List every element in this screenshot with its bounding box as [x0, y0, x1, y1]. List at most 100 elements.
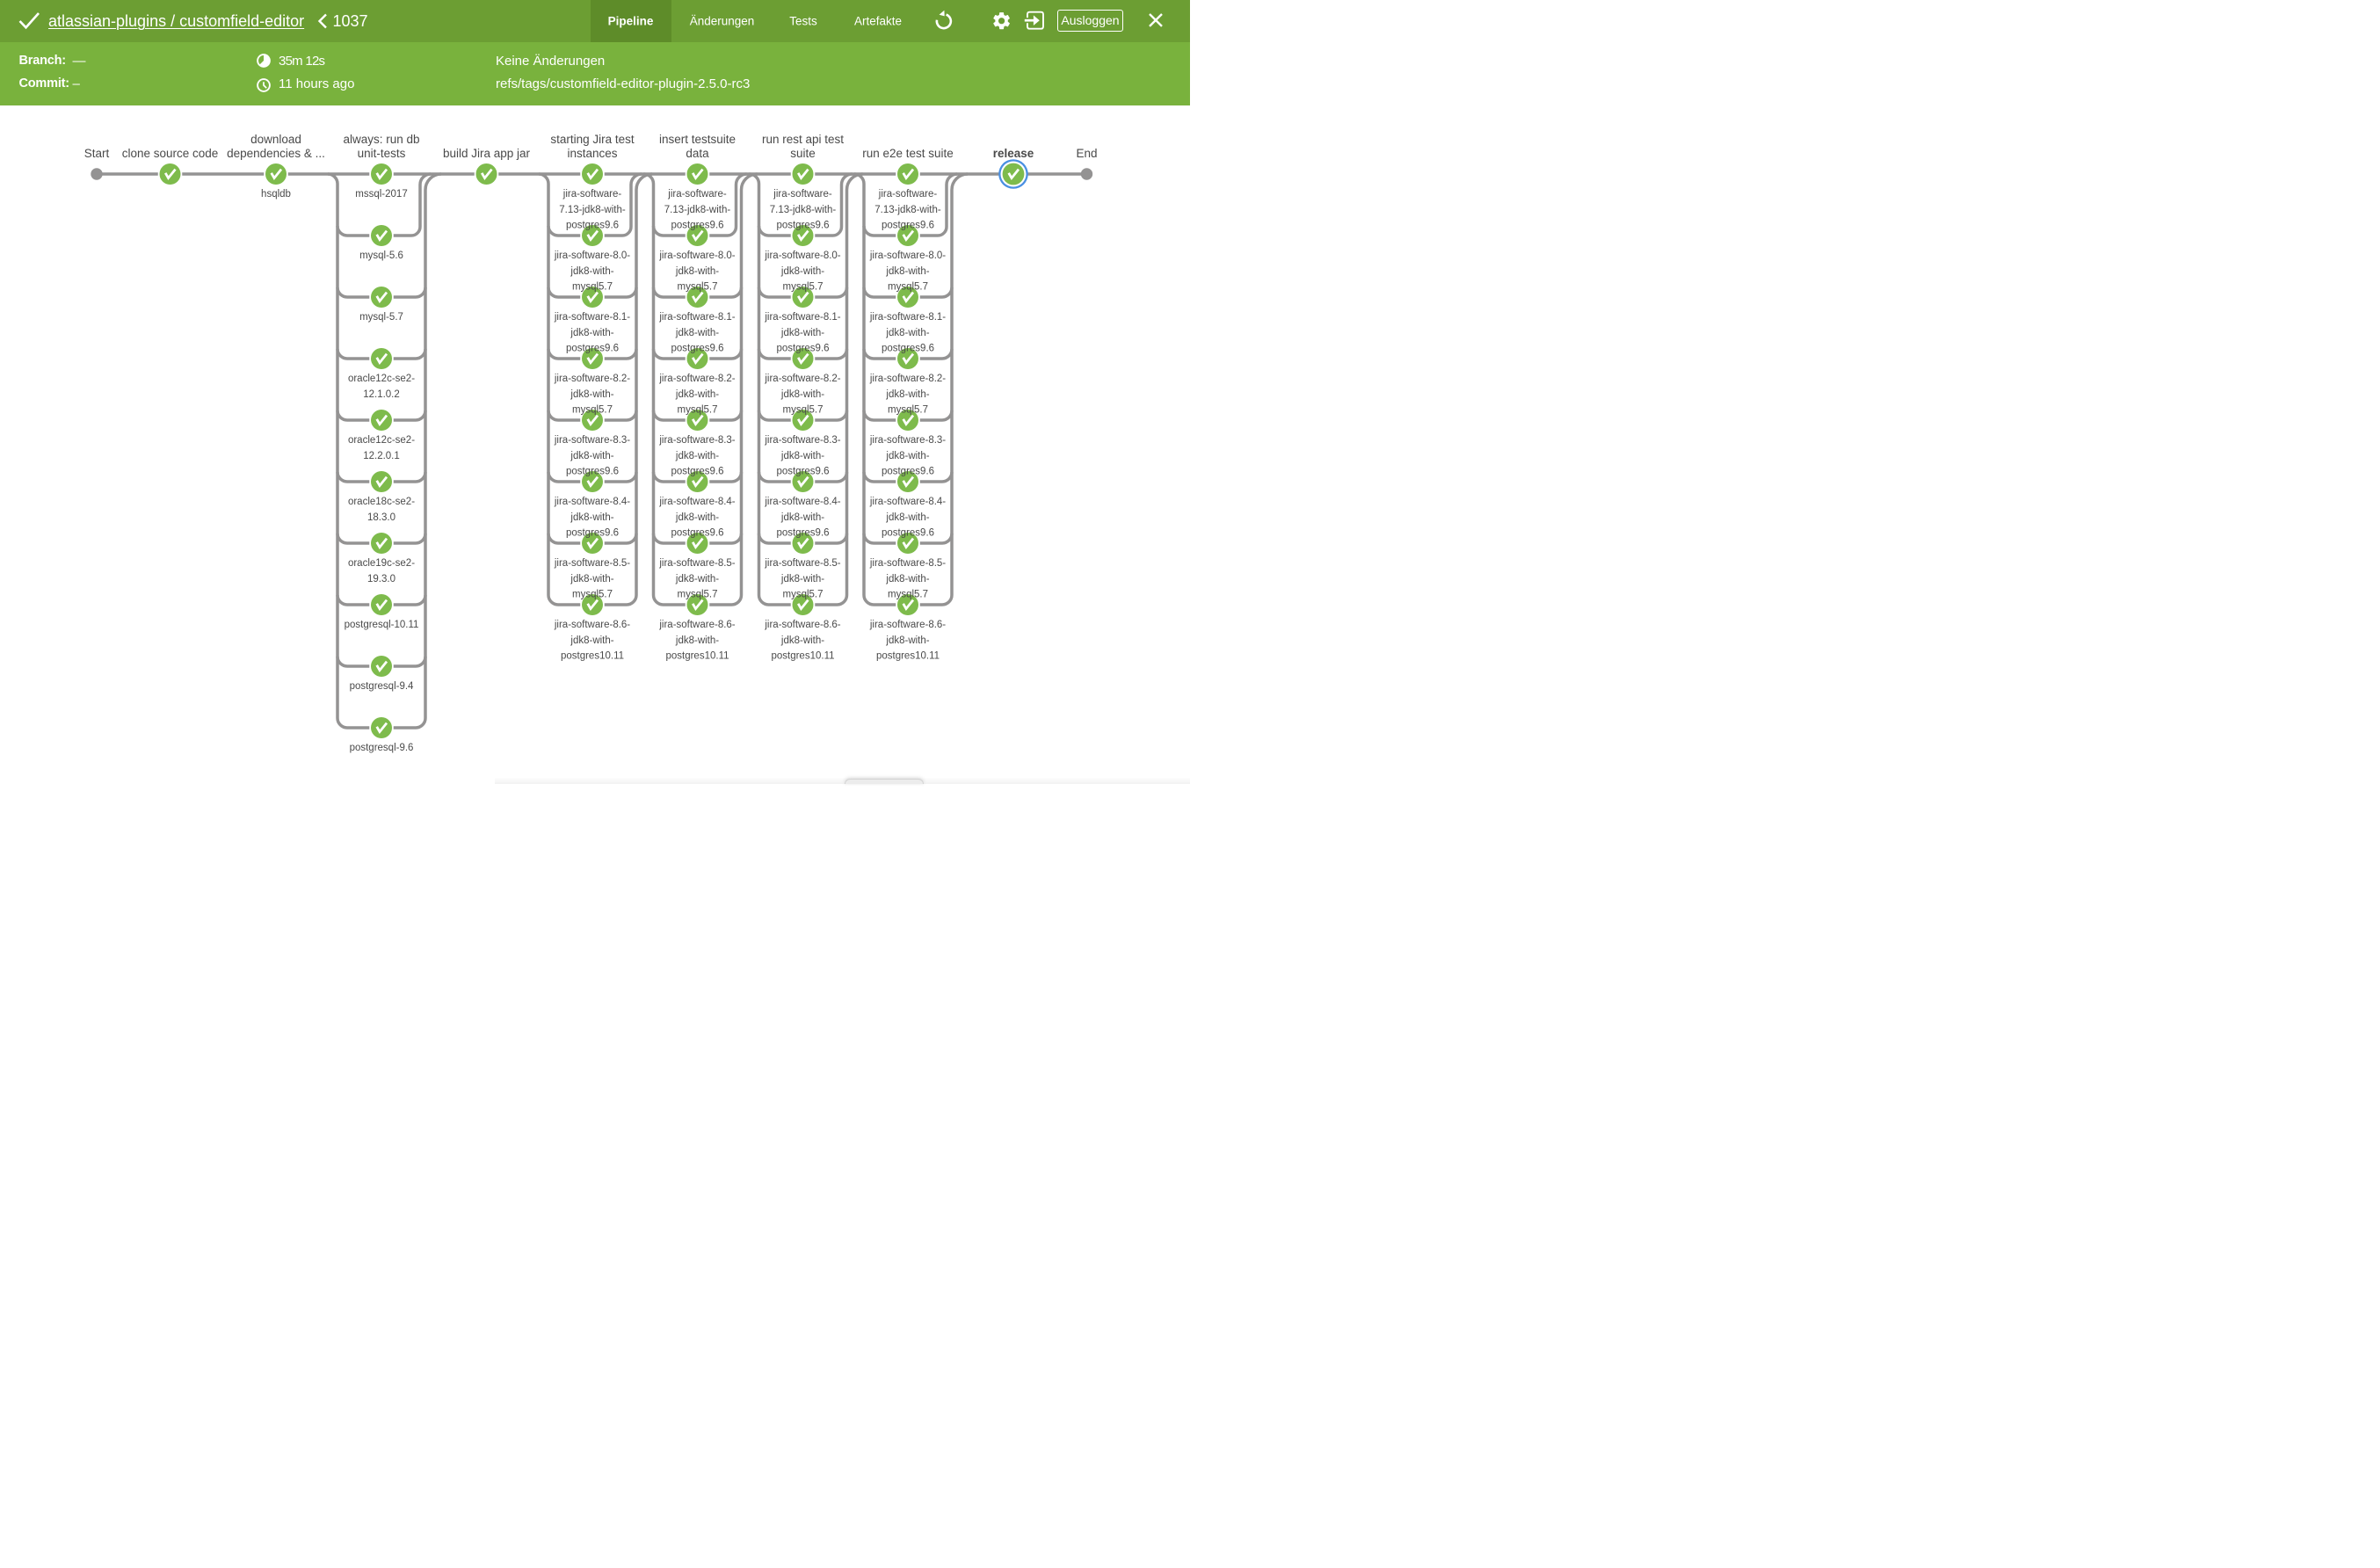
- svg-text:jdk8-with-: jdk8-with-: [570, 574, 613, 584]
- svg-text:jira-software-8.1-: jira-software-8.1-: [554, 312, 630, 323]
- svg-text:jira-software-8.6-: jira-software-8.6-: [554, 620, 630, 630]
- svg-text:mysql5.7: mysql5.7: [572, 405, 613, 416]
- svg-text:jdk8-with-: jdk8-with-: [675, 389, 719, 400]
- svg-text:jira-software-8.0-: jira-software-8.0-: [658, 250, 735, 261]
- svg-text:jdk8-with-: jdk8-with-: [780, 266, 824, 277]
- svg-text:postgres9.6: postgres9.6: [671, 221, 723, 231]
- svg-text:postgres9.6: postgres9.6: [776, 221, 829, 231]
- svg-text:jira-software-8.3-: jira-software-8.3-: [869, 435, 946, 446]
- svg-text:mysql-5.7: mysql-5.7: [359, 312, 403, 323]
- svg-text:oracle19c-se2-: oracle19c-se2-: [348, 558, 415, 569]
- svg-text:mysql5.7: mysql5.7: [888, 590, 928, 600]
- svg-text:postgres9.6: postgres9.6: [776, 467, 829, 477]
- svg-text:jdk8-with-: jdk8-with-: [570, 266, 613, 277]
- svg-text:mysql5.7: mysql5.7: [782, 282, 823, 293]
- svg-text:jdk8-with-: jdk8-with-: [885, 389, 929, 400]
- svg-text:postgres9.6: postgres9.6: [566, 528, 619, 539]
- svg-text:jdk8-with-: jdk8-with-: [780, 512, 824, 523]
- svg-text:postgres9.6: postgres9.6: [882, 467, 934, 477]
- svg-text:jira-software-8.0-: jira-software-8.0-: [764, 250, 840, 261]
- svg-text:jdk8-with-: jdk8-with-: [570, 328, 613, 338]
- svg-text:postgres9.6: postgres9.6: [566, 344, 619, 354]
- svg-text:jira-software-: jira-software-: [667, 189, 727, 200]
- svg-text:postgres9.6: postgres9.6: [671, 528, 723, 539]
- svg-text:insert testsuite: insert testsuite: [659, 133, 736, 146]
- svg-text:jira-software-: jira-software-: [562, 189, 622, 200]
- svg-text:mysql5.7: mysql5.7: [572, 590, 613, 600]
- svg-text:jira-software-8.2-: jira-software-8.2-: [764, 374, 840, 384]
- svg-text:jdk8-with-: jdk8-with-: [570, 389, 613, 400]
- svg-text:jdk8-with-: jdk8-with-: [675, 266, 719, 277]
- svg-text:postgresql-9.4: postgresql-9.4: [350, 681, 414, 692]
- svg-text:12.2.0.1: 12.2.0.1: [363, 451, 400, 461]
- svg-text:release: release: [993, 147, 1034, 160]
- svg-text:hsqldb: hsqldb: [261, 189, 291, 200]
- svg-text:jdk8-with-: jdk8-with-: [675, 574, 719, 584]
- svg-text:jdk8-with-: jdk8-with-: [780, 451, 824, 461]
- svg-text:jdk8-with-: jdk8-with-: [885, 635, 929, 646]
- svg-text:postgres9.6: postgres9.6: [671, 344, 723, 354]
- svg-text:mssql-2017: mssql-2017: [355, 189, 407, 200]
- svg-text:jdk8-with-: jdk8-with-: [885, 266, 929, 277]
- svg-text:jdk8-with-: jdk8-with-: [885, 328, 929, 338]
- svg-text:run rest api test: run rest api test: [762, 133, 844, 146]
- svg-text:jira-software-8.1-: jira-software-8.1-: [658, 312, 735, 323]
- svg-text:jdk8-with-: jdk8-with-: [570, 451, 613, 461]
- svg-text:starting Jira test: starting Jira test: [550, 133, 635, 146]
- svg-text:clone source code: clone source code: [122, 147, 219, 160]
- svg-text:oracle18c-se2-: oracle18c-se2-: [348, 497, 415, 507]
- svg-text:jdk8-with-: jdk8-with-: [780, 574, 824, 584]
- svg-text:jira-software-8.0-: jira-software-8.0-: [554, 250, 630, 261]
- svg-text:unit-tests: unit-tests: [358, 147, 406, 160]
- svg-text:12.1.0.2: 12.1.0.2: [363, 389, 400, 400]
- svg-text:jira-software-8.5-: jira-software-8.5-: [764, 558, 840, 569]
- svg-text:Start: Start: [84, 147, 110, 160]
- svg-text:jdk8-with-: jdk8-with-: [675, 451, 719, 461]
- svg-text:postgres10.11: postgres10.11: [876, 651, 940, 662]
- svg-text:postgres9.6: postgres9.6: [566, 467, 619, 477]
- svg-text:jira-software-8.5-: jira-software-8.5-: [554, 558, 630, 569]
- svg-text:instances: instances: [567, 147, 617, 160]
- svg-text:jira-software-8.4-: jira-software-8.4-: [869, 497, 946, 507]
- svg-text:mysql5.7: mysql5.7: [572, 282, 613, 293]
- svg-text:7.13-jdk8-with-: 7.13-jdk8-with-: [770, 205, 837, 215]
- svg-text:build Jira app jar: build Jira app jar: [443, 147, 531, 160]
- svg-text:jira-software-8.4-: jira-software-8.4-: [764, 497, 840, 507]
- svg-text:postgres9.6: postgres9.6: [671, 467, 723, 477]
- svg-text:postgres9.6: postgres9.6: [882, 528, 934, 539]
- svg-text:18.3.0: 18.3.0: [367, 512, 395, 523]
- svg-text:jdk8-with-: jdk8-with-: [675, 328, 719, 338]
- svg-text:7.13-jdk8-with-: 7.13-jdk8-with-: [559, 205, 626, 215]
- svg-text:7.13-jdk8-with-: 7.13-jdk8-with-: [664, 205, 731, 215]
- svg-text:mysql5.7: mysql5.7: [888, 405, 928, 416]
- svg-text:jira-software-8.6-: jira-software-8.6-: [764, 620, 840, 630]
- svg-text:jira-software-8.3-: jira-software-8.3-: [658, 435, 735, 446]
- svg-text:postgres10.11: postgres10.11: [561, 651, 624, 662]
- svg-text:data: data: [686, 147, 709, 160]
- svg-text:jira-software-8.4-: jira-software-8.4-: [554, 497, 630, 507]
- svg-text:jdk8-with-: jdk8-with-: [885, 451, 929, 461]
- svg-text:jira-software-: jira-software-: [773, 189, 832, 200]
- svg-text:postgres9.6: postgres9.6: [882, 221, 934, 231]
- svg-text:jira-software-8.2-: jira-software-8.2-: [658, 374, 735, 384]
- svg-text:postgres9.6: postgres9.6: [566, 221, 619, 231]
- svg-text:mysql5.7: mysql5.7: [782, 405, 823, 416]
- svg-text:oracle12c-se2-: oracle12c-se2-: [348, 374, 415, 384]
- svg-text:suite: suite: [790, 147, 816, 160]
- svg-text:jdk8-with-: jdk8-with-: [780, 635, 824, 646]
- svg-text:jira-software-8.6-: jira-software-8.6-: [658, 620, 735, 630]
- svg-text:download: download: [250, 133, 301, 146]
- svg-text:mysql5.7: mysql5.7: [677, 405, 717, 416]
- svg-text:postgres10.11: postgres10.11: [771, 651, 834, 662]
- svg-text:jira-software-8.2-: jira-software-8.2-: [554, 374, 630, 384]
- svg-text:jira-software-8.3-: jira-software-8.3-: [764, 435, 840, 446]
- svg-text:mysql-5.6: mysql-5.6: [359, 250, 403, 261]
- svg-text:jdk8-with-: jdk8-with-: [570, 512, 613, 523]
- svg-text:postgresql-10.11: postgresql-10.11: [345, 620, 419, 630]
- svg-text:jira-software-8.1-: jira-software-8.1-: [764, 312, 840, 323]
- svg-text:mysql5.7: mysql5.7: [782, 590, 823, 600]
- svg-text:End: End: [1076, 147, 1097, 160]
- svg-text:jdk8-with-: jdk8-with-: [780, 389, 824, 400]
- svg-text:postgres9.6: postgres9.6: [776, 528, 829, 539]
- svg-text:mysql5.7: mysql5.7: [888, 282, 928, 293]
